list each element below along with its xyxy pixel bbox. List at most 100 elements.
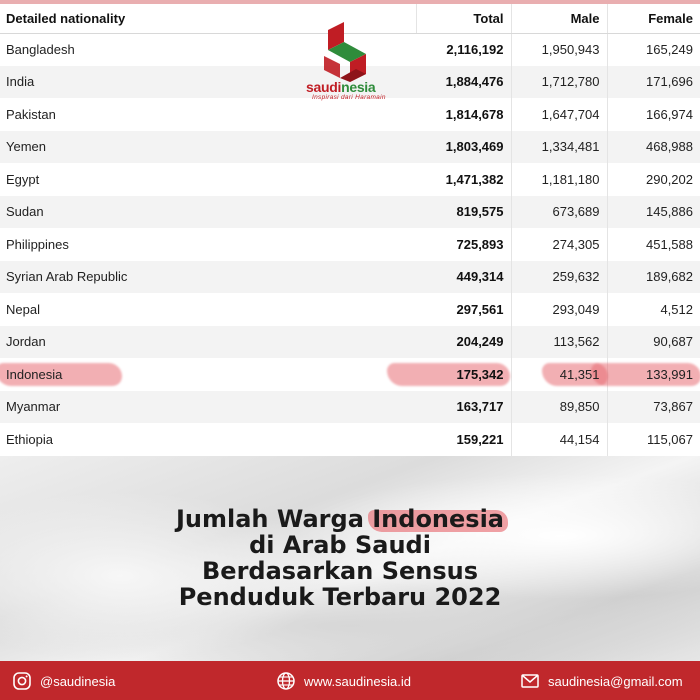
table-row: India 1,884,476 1,712,780 171,696 — [0, 65, 700, 98]
table-row: Sudan 819,575 673,689 145,886 — [0, 195, 700, 228]
title-banner: Jumlah Warga Indonesia di Arab Saudi Ber… — [0, 456, 700, 661]
cell-total: 297,561 — [416, 293, 512, 326]
cell-total: 1,803,469 — [416, 130, 512, 163]
highlight-marker: Indonesia — [6, 367, 62, 382]
cell-total: 1,471,382 — [416, 163, 512, 196]
top-accent-strip — [0, 0, 700, 4]
cell-female: 90,687 — [607, 325, 700, 358]
table-row: Nepal 297,561 293,049 4,512 — [0, 293, 700, 326]
table-row: Yemen 1,803,469 1,334,481 468,988 — [0, 130, 700, 163]
footer-instagram-handle: @saudinesia — [40, 673, 116, 689]
banner-title-line1: Jumlah Warga Indonesia — [140, 506, 540, 532]
cell-male: 1,647,704 — [511, 98, 608, 131]
cell-name: Egypt — [0, 163, 416, 196]
cell-male: 259,632 — [511, 260, 608, 293]
highlight-marker: 41,351 — [560, 367, 600, 382]
globe-icon — [277, 672, 295, 690]
logo-tagline: Inspirasi dari Haramain — [312, 94, 386, 101]
table-row: Myanmar 163,717 89,850 73,867 — [0, 390, 700, 423]
table-row: Syrian Arab Republic 449,314 259,632 189… — [0, 260, 700, 293]
cell-male: 41,351 — [511, 358, 608, 391]
table-row: Philippines 725,893 274,305 451,588 — [0, 228, 700, 261]
cell-female: 73,867 — [607, 390, 700, 423]
cell-name: Philippines — [0, 228, 416, 261]
cell-female: 189,682 — [607, 260, 700, 293]
banner-title-highlight: Indonesia — [368, 505, 508, 533]
saudinesia-logo-mark — [324, 22, 366, 82]
logo-wordmark-part2: nesia — [341, 79, 376, 95]
cell-total: 175,342 — [416, 358, 512, 391]
cell-male: 113,562 — [511, 325, 608, 358]
table-row: Ethiopia 159,221 44,154 115,067 — [0, 423, 700, 456]
cell-male: 1,950,943 — [511, 33, 608, 66]
cell-female: 451,588 — [607, 228, 700, 261]
cell-female-text: 133,991 — [646, 366, 693, 382]
mail-icon — [521, 674, 539, 688]
cell-total: 163,717 — [416, 390, 512, 423]
cell-name: India — [0, 65, 416, 98]
cell-female: 145,886 — [607, 195, 700, 228]
cell-male-text: 41,351 — [559, 366, 600, 382]
cell-name: Pakistan — [0, 98, 416, 131]
cell-name: Nepal — [0, 293, 416, 326]
cell-male: 1,334,481 — [511, 130, 608, 163]
cell-female: 133,991 — [607, 358, 700, 391]
header-nationality: Detailed nationality — [0, 4, 417, 34]
cell-total: 204,249 — [416, 325, 512, 358]
banner-title-line2: di Arab Saudi — [249, 531, 431, 559]
table-row: Pakistan 1,814,678 1,647,704 166,974 — [0, 98, 700, 131]
footer-instagram[interactable]: @saudinesia — [12, 671, 115, 691]
cell-female: 468,988 — [607, 130, 700, 163]
instagram-icon — [13, 672, 31, 690]
cell-name: Yemen — [0, 130, 416, 163]
cell-female: 115,067 — [607, 423, 700, 456]
cell-total-text: 175,342 — [456, 366, 504, 382]
footer-website-url: www.saudinesia.id — [304, 673, 411, 689]
cell-female: 290,202 — [607, 163, 700, 196]
header-female: Female — [607, 4, 700, 34]
cell-male: 44,154 — [511, 423, 608, 456]
banner-title-prefix: Jumlah Warga — [175, 505, 373, 533]
cell-total: 725,893 — [416, 228, 512, 261]
cell-total: 159,221 — [416, 423, 512, 456]
cell-total: 1,884,476 — [416, 65, 512, 98]
header-total: Total — [416, 4, 512, 34]
cell-male: 293,049 — [511, 293, 608, 326]
banner-title: Jumlah Warga Indonesia di Arab Saudi Ber… — [140, 506, 540, 610]
banner-title-line4: Penduduk Terbaru 2022 — [178, 583, 502, 611]
cell-total: 2,116,192 — [416, 33, 512, 66]
cell-male: 274,305 — [511, 228, 608, 261]
header-male: Male — [511, 4, 608, 34]
banner-title-line3: Berdasarkan Sensus — [202, 557, 478, 585]
cell-name: Jordan — [0, 325, 416, 358]
cell-female: 171,696 — [607, 65, 700, 98]
cell-total: 1,814,678 — [416, 98, 512, 131]
cell-name: Myanmar — [0, 390, 416, 423]
highlight-marker: 175,342 — [457, 367, 504, 382]
table-header-row: Detailed nationality Total Male Female — [0, 4, 700, 34]
banner-title-highlight-text: Indonesia — [372, 505, 505, 533]
contact-footer: @saudinesia www.saudinesia.id saudinesia… — [0, 661, 700, 700]
footer-email[interactable]: saudinesia@gmail.com — [520, 671, 683, 691]
table-row: Jordan 204,249 113,562 90,687 — [0, 325, 700, 358]
highlight-marker: 133,991 — [646, 367, 693, 382]
cell-name-text: Indonesia — [6, 366, 63, 382]
cell-female: 166,974 — [607, 98, 700, 131]
footer-email-address: saudinesia@gmail.com — [548, 673, 683, 689]
cell-male: 89,850 — [511, 390, 608, 423]
cell-total: 449,314 — [416, 260, 512, 293]
cell-male: 1,712,780 — [511, 65, 608, 98]
cell-name: Syrian Arab Republic — [0, 260, 416, 293]
cell-female: 165,249 — [607, 33, 700, 66]
logo-wordmark-part1: saudi — [306, 79, 342, 95]
cell-name: Ethiopia — [0, 423, 416, 456]
cell-male: 1,181,180 — [511, 163, 608, 196]
logo-wordmark: saudinesia — [306, 79, 376, 95]
footer-website[interactable]: www.saudinesia.id — [276, 671, 411, 691]
table-row: Egypt 1,471,382 1,181,180 290,202 — [0, 163, 700, 196]
cell-name: Indonesia — [0, 358, 416, 391]
table-row-highlighted: Indonesia 175,342 41,351 133,991 — [0, 358, 700, 391]
cell-male: 673,689 — [511, 195, 608, 228]
cell-female: 4,512 — [607, 293, 700, 326]
cell-total: 819,575 — [416, 195, 512, 228]
